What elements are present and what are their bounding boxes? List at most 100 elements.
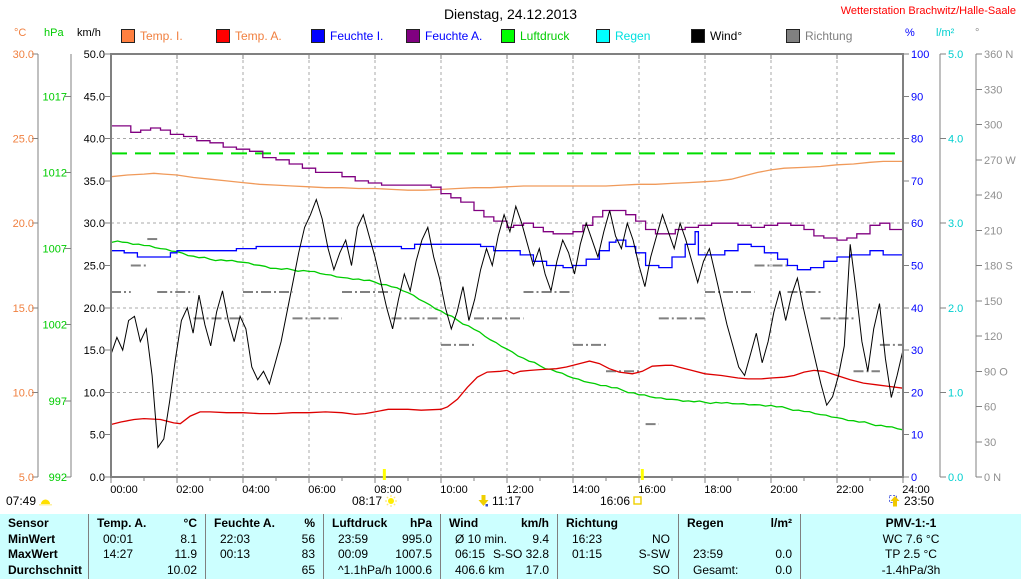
cell-value: SO (652, 563, 670, 578)
div-element: -1.4hPa/3h (801, 563, 1021, 579)
tick-label-deg: 180 S (984, 261, 1013, 273)
unit-label-degc: °C (14, 27, 27, 39)
cell-value: S-SO 32.8 (492, 547, 549, 562)
cell-value: -1.4hPa/3h (881, 563, 941, 578)
tick-label-hpa: 1017 (43, 91, 67, 103)
tick-label-pct: 100 (911, 49, 929, 61)
sun-axis-mark (382, 469, 386, 480)
tick-label-lm2: 4.0 (948, 134, 963, 146)
cell-value: S-SW (638, 547, 670, 562)
div-element: Durchschnitt (0, 563, 88, 579)
div-element: MaxWert (0, 547, 88, 563)
cell-value: 995.0 (401, 531, 432, 546)
table-row-label: MinWert (8, 531, 56, 546)
cell-value: 56 (301, 531, 315, 546)
legend-label: Feuchte A. (425, 29, 483, 43)
cell-time: 23:59 (338, 531, 369, 546)
table-col-wind: Wind km/h Ø 10 min. 9.4 06:15 S-SO 32.8 406.6 … (440, 514, 557, 579)
x-tick-label: 14:00 (572, 484, 600, 496)
div-element: 00:01 8.1 (89, 532, 205, 548)
legend-label: Regen (615, 29, 651, 43)
cell-value: 10.02 (166, 563, 197, 578)
div-element: 00:13 83 (206, 547, 323, 563)
series-wind (110, 197, 904, 449)
station-name: Wetterstation Brachwitz/Halle-Saale (840, 5, 1016, 17)
x-tick-label: 04:00 (242, 484, 270, 496)
x-tick-label: 02:00 (176, 484, 204, 496)
legend-label: Temp. A. (235, 29, 282, 43)
x-tick-label: 18:00 (704, 484, 732, 496)
legend-item-luftdruck: Luftdruck (501, 29, 596, 43)
legend: Temp. I. Temp. A. Feuchte I. Feuchte A. Luft… (121, 29, 881, 43)
tick-label-kmh: 50.0 (84, 49, 105, 61)
tick-label-lm2: 3.0 (948, 218, 963, 230)
cell-value: 11.9 (174, 547, 197, 562)
series-luftdruck (110, 240, 904, 431)
tick-label-degC: 10.0 (13, 387, 34, 399)
cell-value: 8.1 (180, 531, 197, 546)
sensor-name: Richtung (566, 516, 618, 531)
legend-swatch (216, 29, 230, 43)
x-tick-label: 20:00 (770, 484, 798, 496)
stats-table: Sensor MinWert MaxWert Durchschnitt Temp. A.… (0, 514, 1021, 579)
x-tick-label: 00:00 (110, 484, 138, 496)
y-axes: 30.0 25.0 20.0 15.0 10.0 5.0 1017 1012 1007 1002 9… (13, 49, 1017, 484)
div-element: 00:09 1007.5 (324, 547, 440, 563)
legend-swatch (121, 29, 135, 43)
legend-swatch (786, 29, 800, 43)
x-tick-label: 10:00 (440, 484, 468, 496)
tick-label-pct: 90 (911, 91, 923, 103)
legend-swatch (691, 29, 705, 43)
sensor-unit: °C (183, 516, 197, 531)
div-element: Ø 10 min. 9.4 (441, 532, 557, 548)
table-col-feuchte-a: Feuchte A.% 22:03 56 00:13 83 65 (205, 514, 323, 579)
div-element: Gesamt: 0.0 (679, 563, 800, 579)
div-element: 10.02 (89, 563, 205, 579)
unit-label-kmh: km/h (77, 27, 101, 39)
tick-label-deg: 150 (984, 296, 1002, 308)
table-col-richtung: Richtung 16:23 NO 01:15 S-SW SO (557, 514, 678, 579)
legend-item-feuchte-i: Feuchte I. (311, 29, 406, 43)
tick-label-kmh: 30.0 (84, 218, 105, 230)
tick-label-deg: 120 (984, 331, 1002, 343)
sensor-unit: l/m² (770, 516, 792, 531)
sensor-unit: km/h (520, 516, 549, 531)
tick-label-deg: 270 W (984, 155, 1016, 167)
table-col-pmv-1-1: PMV-1:-1 WC 7.6 °C TP 2.5 °C -1.4hPa/3h (800, 514, 1021, 579)
sun-axis-mark (640, 469, 644, 480)
sensor-name: PMV-1:-1 (885, 516, 937, 531)
sensor-name: Wind (449, 516, 479, 531)
tick-label-lm2: 1.0 (948, 387, 963, 399)
x-tick-label: 12:00 (506, 484, 534, 496)
cell-value: 1000.6 (395, 563, 432, 578)
cell-value: NO (652, 531, 670, 546)
tick-label-pct: 70 (911, 176, 923, 188)
tick-label-degC: 5.0 (19, 472, 34, 484)
tick-label-pct: 60 (911, 218, 923, 230)
sensor-name: Temp. A. (97, 516, 147, 531)
tick-label-kmh: 20.0 (84, 303, 105, 315)
tick-label-pct: 30 (911, 345, 923, 357)
tick-label-kmh: 5.0 (90, 430, 105, 442)
tick-label-deg: 240 (984, 190, 1002, 202)
cell-value: WC 7.6 °C (882, 531, 940, 546)
tick-label-kmh: 35.0 (84, 176, 105, 188)
div-element (679, 532, 800, 548)
div-element: 06:15 S-SO 32.8 (441, 547, 557, 563)
div-element: 406.6 km 17.0 (441, 563, 557, 579)
div-element: Regen l/m² (679, 516, 800, 532)
x-axis: 00:00 02:00 04:00 06:00 08:00 10:00 12:00 14:00… (110, 55, 930, 496)
page-title: Dienstag, 24.12.2013 (443, 6, 578, 22)
tick-label-degC: 20.0 (13, 218, 34, 230)
x-tick-label: 08:00 (374, 484, 402, 496)
div-element: 22:03 56 (206, 532, 323, 548)
unit-label-hpa: hPa (44, 27, 64, 39)
cell-time: 14:27 (103, 547, 134, 562)
div-element: ^1.1hPa/h 1000.6 (324, 563, 440, 579)
tick-label-deg: 210 (984, 225, 1002, 237)
div-element: WC 7.6 °C (801, 532, 1021, 548)
legend-label: Temp. I. (140, 29, 183, 43)
series-feuchte_i (111, 231, 903, 271)
cell-value: TP 2.5 °C (885, 547, 937, 562)
